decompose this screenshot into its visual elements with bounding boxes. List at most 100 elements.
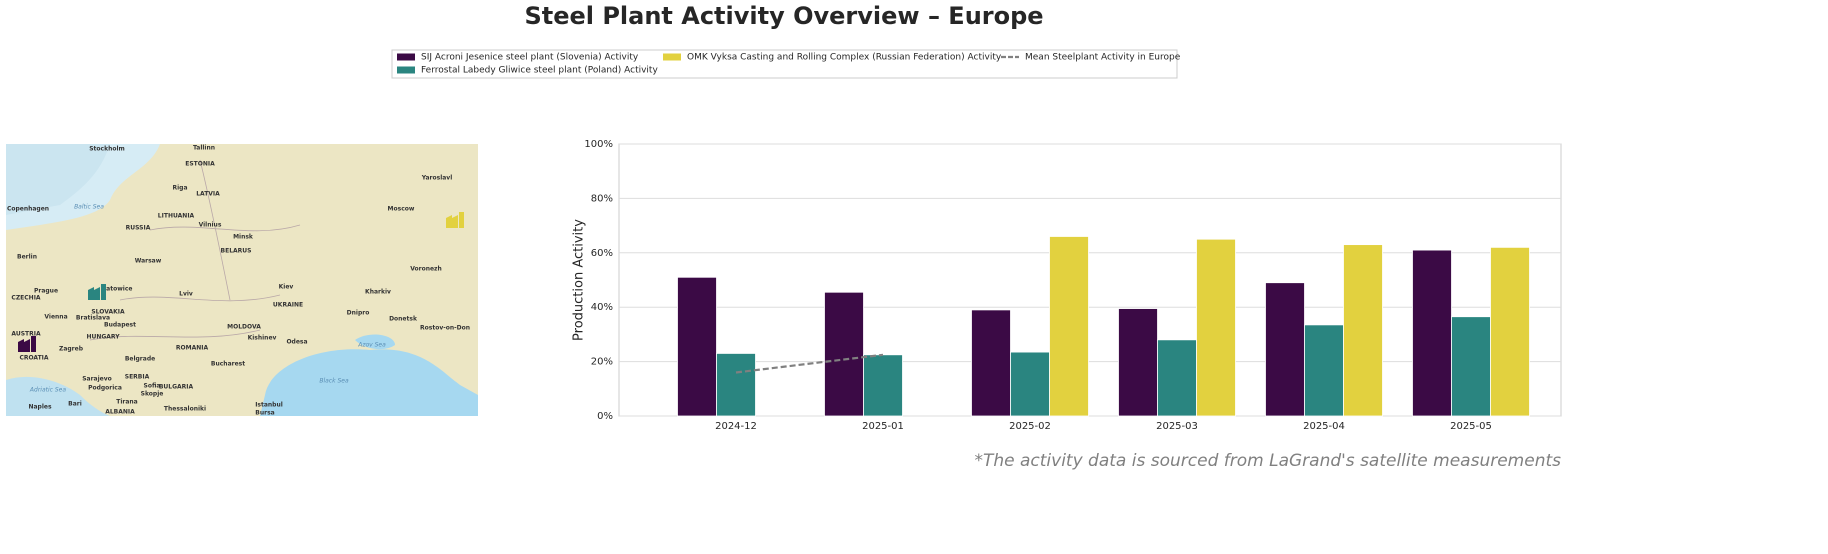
legend-swatch [397, 53, 415, 61]
bar [1304, 324, 1344, 417]
x-tick-label: 2025-01 [862, 421, 904, 432]
map-label: Zagreb [59, 346, 84, 353]
map-label: ESTONIA [185, 161, 215, 168]
bar [1010, 351, 1050, 417]
legend-label: Mean Steelplant Activity in Europe [1025, 53, 1181, 63]
map-label: Sofia [144, 383, 161, 390]
map-label: Riga [172, 185, 187, 192]
y-tick-label: 20% [591, 357, 613, 368]
map-label: Baltic Sea [74, 204, 104, 211]
map-label: RUSSIA [126, 225, 151, 232]
map-label: Naples [28, 404, 51, 411]
map-label: Istanbul [255, 402, 283, 409]
azov-sea [355, 334, 395, 350]
map-label: ROMANIA [176, 345, 209, 352]
y-tick-label: 60% [591, 248, 613, 259]
y-tick-label: 40% [591, 302, 613, 313]
bar [1490, 246, 1530, 417]
bar [1343, 244, 1383, 417]
map-label: AUSTRIA [11, 331, 41, 338]
map-label: Belgrade [125, 356, 155, 363]
map-label: Bari [68, 401, 82, 408]
map-label: Vienna [44, 314, 67, 321]
plant-icon [18, 336, 36, 352]
map [6, 144, 478, 416]
map-label: Adriatic Sea [29, 387, 66, 394]
map-label: Voronezh [410, 266, 442, 273]
map-label: Tallinn [193, 145, 215, 152]
map-label: LATVIA [196, 191, 220, 198]
map-label: Azov Sea [357, 342, 386, 349]
map-label: UKRAINE [273, 302, 303, 309]
map-label: Moscow [388, 206, 415, 213]
x-tick-label: 2025-05 [1450, 421, 1492, 432]
map-label: Kiev [279, 284, 294, 291]
bar [824, 291, 864, 417]
bar [1157, 339, 1197, 417]
map-label: Sarajevo [82, 376, 112, 383]
map-label: Vilnius [199, 222, 222, 229]
map-label: Rostov-on-Don [420, 325, 470, 332]
legend-label: SIJ Acroni Jesenice steel plant (Sloveni… [421, 53, 639, 63]
bar [677, 276, 717, 417]
bar [971, 309, 1011, 417]
map-label: CROATIA [19, 355, 48, 362]
map-label: SLOVAKIA [91, 309, 125, 316]
bar [1196, 238, 1236, 417]
baltic-sea-deep [6, 144, 110, 215]
map-label: MOLDOVA [227, 324, 261, 331]
map-label: SERBIA [125, 374, 150, 381]
map-label: Copenhagen [7, 206, 49, 213]
legend-label: OMK Vyksa Casting and Rolling Complex (R… [687, 53, 1002, 63]
bar [1412, 249, 1452, 417]
legend-box [391, 49, 1178, 79]
map-label: Podgorica [88, 385, 122, 392]
plant-icon [446, 212, 464, 228]
bar [1265, 282, 1305, 417]
map-label: BULGARIA [159, 384, 194, 391]
map-label: Lviv [179, 291, 193, 298]
map-label: Berlin [17, 254, 37, 261]
chart-title: Steel Plant Activity Overview – Europe [524, 2, 1043, 30]
x-tick-label: 2025-04 [1303, 421, 1345, 432]
map-label: Tirana [116, 399, 137, 406]
map-label: Bratislava [76, 315, 110, 322]
map-label: Katowice [102, 286, 133, 293]
legend-label: Ferrostal Labedy Gliwice steel plant (Po… [421, 66, 658, 76]
y-tick-label: 80% [591, 193, 613, 204]
map-label: Bursa [255, 410, 274, 417]
bar [1118, 308, 1158, 417]
map-label: CZECHIA [11, 295, 41, 302]
legend-swatch [397, 66, 415, 74]
plant-icon [88, 284, 106, 300]
map-label: Yaroslavl [421, 175, 453, 182]
x-tick-label: 2025-03 [1156, 421, 1198, 432]
y-axis-label: Production Activity [572, 219, 587, 341]
map-label: Stockholm [89, 146, 125, 153]
footnote: *The activity data is sourced from LaGra… [974, 451, 1561, 471]
bar [1451, 316, 1491, 417]
y-tick-label: 100% [584, 139, 613, 150]
map-label: Bucharest [211, 361, 245, 368]
map-label: BELARUS [221, 248, 252, 255]
map-label: Black Sea [319, 378, 349, 385]
mean-line [735, 353, 884, 374]
map-label: Minsk [233, 234, 254, 241]
map-label: LITHUANIA [158, 213, 195, 220]
legend-swatch [663, 53, 681, 61]
x-tick-label: 2024-12 [715, 421, 757, 432]
map-label: Kishinev [248, 335, 277, 342]
black-sea [260, 349, 478, 416]
map-label: ALBANIA [105, 409, 135, 416]
map-label: Odesa [286, 339, 307, 346]
adriatic-sea [6, 376, 110, 416]
x-tick-label: 2025-02 [1009, 421, 1051, 432]
map-label: HUNGARY [86, 334, 120, 341]
y-tick-label: 0% [597, 411, 613, 422]
bar [1049, 236, 1089, 417]
borders [89, 159, 301, 341]
map-label: Budapest [104, 322, 136, 329]
bar [863, 354, 903, 417]
map-label: Prague [34, 288, 58, 295]
